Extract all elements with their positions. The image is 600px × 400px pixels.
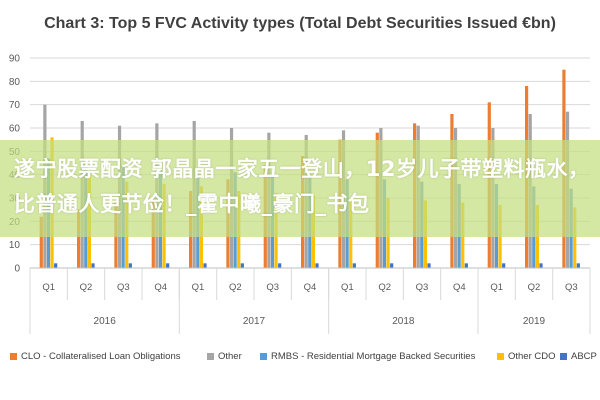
x-tick-label: Q4 [304, 282, 317, 293]
x-axis-categories: Q1 Q2 Q3 Q4 Q1 Q2 Q3 Q4 Q1 Q2 Q3 Q4 Q1 Q2 Q3 [29, 268, 591, 300]
y-tick-label: 60 [9, 124, 21, 135]
legend-swatch [10, 353, 17, 360]
chart-title: Chart 3: Top 5 FVC Activity types (Total… [44, 15, 556, 32]
bar [54, 263, 58, 268]
year-label: 2019 [523, 316, 546, 327]
x-axis-year-groups: 2016 2017 2018 2019 [29, 268, 591, 334]
bar [128, 263, 132, 268]
legend-swatch [207, 353, 214, 360]
year-label: 2018 [392, 316, 415, 327]
x-tick-label: Q1 [42, 282, 55, 293]
x-tick-label: Q2 [229, 282, 242, 293]
x-tick-label: Q2 [528, 282, 541, 293]
year-label: 2017 [243, 316, 266, 327]
x-tick-label: Q3 [565, 282, 578, 293]
x-tick-label: Q3 [117, 282, 130, 293]
bar [390, 263, 394, 268]
overlay-banner [0, 140, 600, 237]
chart-legend: CLO - Collateralised Loan Obligations Oth… [10, 351, 600, 365]
legend-swatch [560, 353, 567, 360]
legend-swatch [260, 353, 267, 360]
bar [91, 263, 95, 268]
bar [240, 263, 244, 268]
bar [539, 263, 543, 268]
bar [203, 263, 207, 268]
series-4 [54, 263, 580, 268]
legend-item: CLO - Collateralised Loan Obligations [10, 351, 180, 362]
bar [166, 263, 170, 268]
legend-label: ABCP [571, 351, 597, 362]
bar [427, 263, 431, 268]
legend-item: Other CDO [497, 351, 556, 362]
x-tick-label: Q1 [192, 282, 205, 293]
bar [278, 263, 282, 268]
bar [464, 263, 468, 268]
bar [77, 209, 81, 268]
y-tick-label: 10 [9, 240, 21, 251]
legend-item: ABCP [560, 351, 597, 362]
legend-label: Other [218, 351, 242, 362]
legend-label: CLO - Collateralised Loan Obligations [21, 351, 181, 362]
y-tick-label: 0 [14, 264, 20, 275]
bar [573, 207, 577, 268]
bar [352, 263, 356, 268]
bar [576, 263, 580, 268]
year-label: 2016 [94, 316, 117, 327]
y-tick-label: 70 [9, 100, 21, 111]
y-tick-label: 90 [9, 54, 21, 65]
x-tick-label: Q2 [378, 282, 391, 293]
x-tick-label: Q4 [453, 282, 466, 293]
bar [315, 263, 319, 268]
bar [39, 216, 43, 268]
legend-item: RMBS - Residential Mortgage Backed Secur… [260, 351, 475, 362]
x-tick-label: Q1 [341, 282, 354, 293]
legend-label: RMBS - Residential Mortgage Backed Secur… [271, 351, 476, 362]
x-tick-label: Q1 [490, 282, 503, 293]
legend-label: Other CDO [508, 351, 556, 362]
x-tick-label: Q3 [266, 282, 279, 293]
legend-swatch [497, 353, 504, 360]
x-tick-label: Q2 [80, 282, 93, 293]
bar [502, 263, 506, 268]
x-tick-label: Q3 [416, 282, 429, 293]
overlay-banner-text: 遂宁股票配资 郭晶晶一家五一登山，12岁儿子带塑料瓶水，比普通人更节俭！_霍中曦… [14, 157, 590, 216]
x-tick-label: Q4 [154, 282, 167, 293]
y-tick-label: 80 [9, 77, 21, 88]
legend-item: Other [207, 351, 242, 362]
